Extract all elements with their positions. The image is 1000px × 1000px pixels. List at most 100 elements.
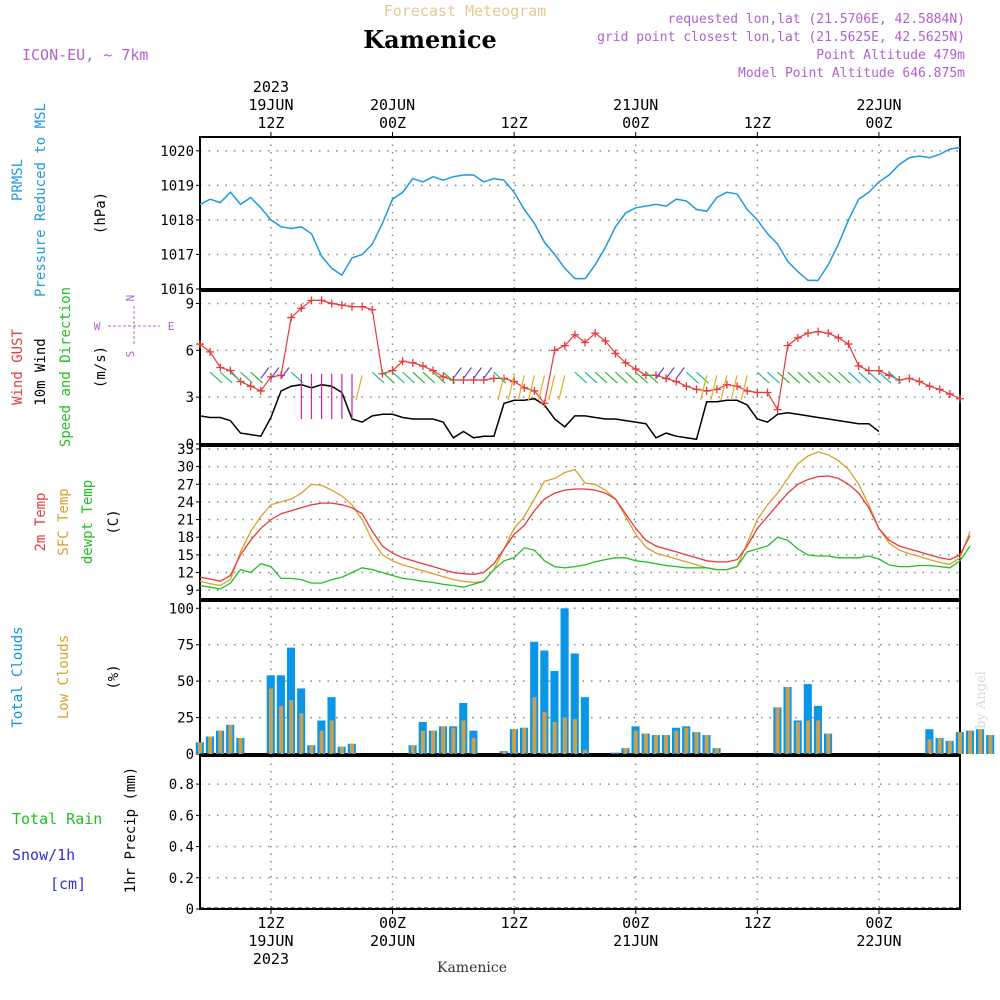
- low-cloud-bar: [501, 751, 507, 754]
- clouds-ytick: 25: [177, 711, 194, 727]
- gust-marker: [479, 375, 488, 384]
- temp-unit: (C): [106, 509, 122, 534]
- wind-direction-arrow: [392, 371, 405, 384]
- wind-direction-arrow: [787, 371, 801, 384]
- cloud-unit: (%): [106, 664, 122, 689]
- pressure-ytick: 1018: [160, 213, 194, 229]
- wind-direction-arrow: [280, 367, 290, 379]
- clouds-ytick: 0: [186, 747, 194, 763]
- clouds-panel: 0 25 50 75 100: [169, 600, 995, 763]
- temperature-ytick: 15: [177, 548, 194, 564]
- temperature-frame: [199, 445, 961, 600]
- gust-marker: [692, 385, 701, 394]
- bottom-time-label: 00Z: [379, 914, 406, 932]
- wind-frame: [199, 290, 961, 445]
- pressure-ytick: 1020: [160, 144, 194, 160]
- cloud-title-total: Total Clouds: [10, 626, 26, 727]
- clouds-frame: [199, 600, 961, 755]
- gust-marker: [398, 357, 407, 366]
- top-time-label: 22JUN: [856, 96, 901, 114]
- gust-marker: [743, 386, 752, 395]
- gust-marker: [408, 358, 417, 367]
- bottom-time-label: 12Z: [501, 914, 528, 932]
- pressure-ytick: 1017: [160, 247, 194, 263]
- model-altitude: Model Point Altitude 646.875m: [738, 66, 965, 81]
- low-cloud-bar: [329, 720, 334, 754]
- temperature-ytick: 30: [177, 460, 194, 476]
- wind-direction-arrow: [696, 371, 709, 384]
- top-time-label: 12Z: [257, 114, 284, 132]
- gust-marker: [581, 338, 590, 347]
- gust-marker: [317, 296, 326, 305]
- low-cloud-bar: [988, 735, 993, 754]
- location-title: Kamenice: [363, 25, 497, 54]
- low-cloud-bar: [349, 743, 355, 754]
- gust-marker: [783, 341, 792, 350]
- gust-marker: [368, 305, 377, 314]
- gust-marker: [469, 375, 478, 384]
- gust-marker: [550, 346, 559, 355]
- pressure-frame: [199, 136, 961, 290]
- gust-marker: [266, 372, 275, 381]
- wind-direction-arrow: [615, 371, 628, 384]
- bottom-time-label: 12Z: [257, 914, 284, 932]
- gust-marker: [510, 377, 519, 386]
- temperature-ytick: 24: [177, 495, 194, 511]
- gridpoint-coords: grid point closest lon,lat (21.5625E, 42…: [597, 30, 965, 45]
- compass-e: E: [168, 320, 175, 333]
- low-cloud-bar: [279, 705, 284, 754]
- wind-direction-arrow: [665, 367, 675, 379]
- wind-direction-arrow: [240, 371, 253, 384]
- wind-direction-arrow: [645, 371, 659, 384]
- low-cloud-bar: [410, 745, 415, 754]
- gust-marker: [702, 386, 711, 395]
- wind-direction-arrow: [868, 371, 882, 384]
- low-cloud-bar: [532, 697, 537, 754]
- low-cloud-bar: [694, 732, 699, 754]
- gust-marker: [196, 340, 204, 349]
- footer-location: Kamenice: [437, 960, 507, 976]
- precip-ytick: 0.8: [169, 777, 194, 793]
- gust-marker: [956, 394, 964, 403]
- wind-direction-arrow: [635, 371, 649, 384]
- precip-title-snow: Snow/1h: [12, 846, 75, 864]
- wind-direction-arrow: [412, 371, 426, 384]
- gust-marker: [418, 361, 427, 370]
- gust-marker: [226, 366, 235, 375]
- gust-marker: [662, 374, 671, 383]
- gust-marker: [297, 304, 306, 313]
- wind-direction-arrow: [720, 375, 728, 401]
- low-cloud-bar: [583, 749, 588, 754]
- low-cloud-bar: [957, 732, 963, 754]
- low-cloud-bar: [937, 737, 942, 754]
- gust-marker: [672, 377, 681, 386]
- low-cloud-bar: [522, 727, 527, 754]
- compass-arrows: [108, 306, 160, 346]
- gust-marker: [246, 382, 255, 391]
- wind-unit: (m/s): [93, 346, 109, 388]
- low-cloud-bar: [633, 730, 638, 754]
- clouds-ytick: 75: [177, 638, 194, 654]
- wind-direction-arrow: [710, 375, 718, 401]
- bottom-time-label: 20JUN: [370, 932, 415, 950]
- temp-title-dewpt: dewpt Temp: [80, 480, 96, 564]
- low-cloud-bar: [805, 720, 811, 754]
- gust-marker: [631, 365, 640, 374]
- gust-marker: [935, 385, 944, 394]
- temperature-ytick: 33: [177, 442, 194, 458]
- compass-w: W: [94, 320, 101, 333]
- wind-direction-arrow: [675, 367, 685, 379]
- wind-direction-arrow: [817, 371, 831, 384]
- wind-direction-arrow: [371, 371, 385, 384]
- gust-marker: [540, 399, 549, 408]
- gust-marker: [378, 369, 387, 378]
- low-cloud-bar: [714, 748, 719, 754]
- wind-title-10m: 10m Wind: [33, 338, 49, 405]
- low-cloud-bar: [684, 727, 689, 754]
- cloud-title-low: Low Clouds: [56, 635, 72, 719]
- temp2m-line: [199, 475, 971, 582]
- gust-marker: [712, 385, 721, 394]
- gust-marker: [854, 361, 863, 370]
